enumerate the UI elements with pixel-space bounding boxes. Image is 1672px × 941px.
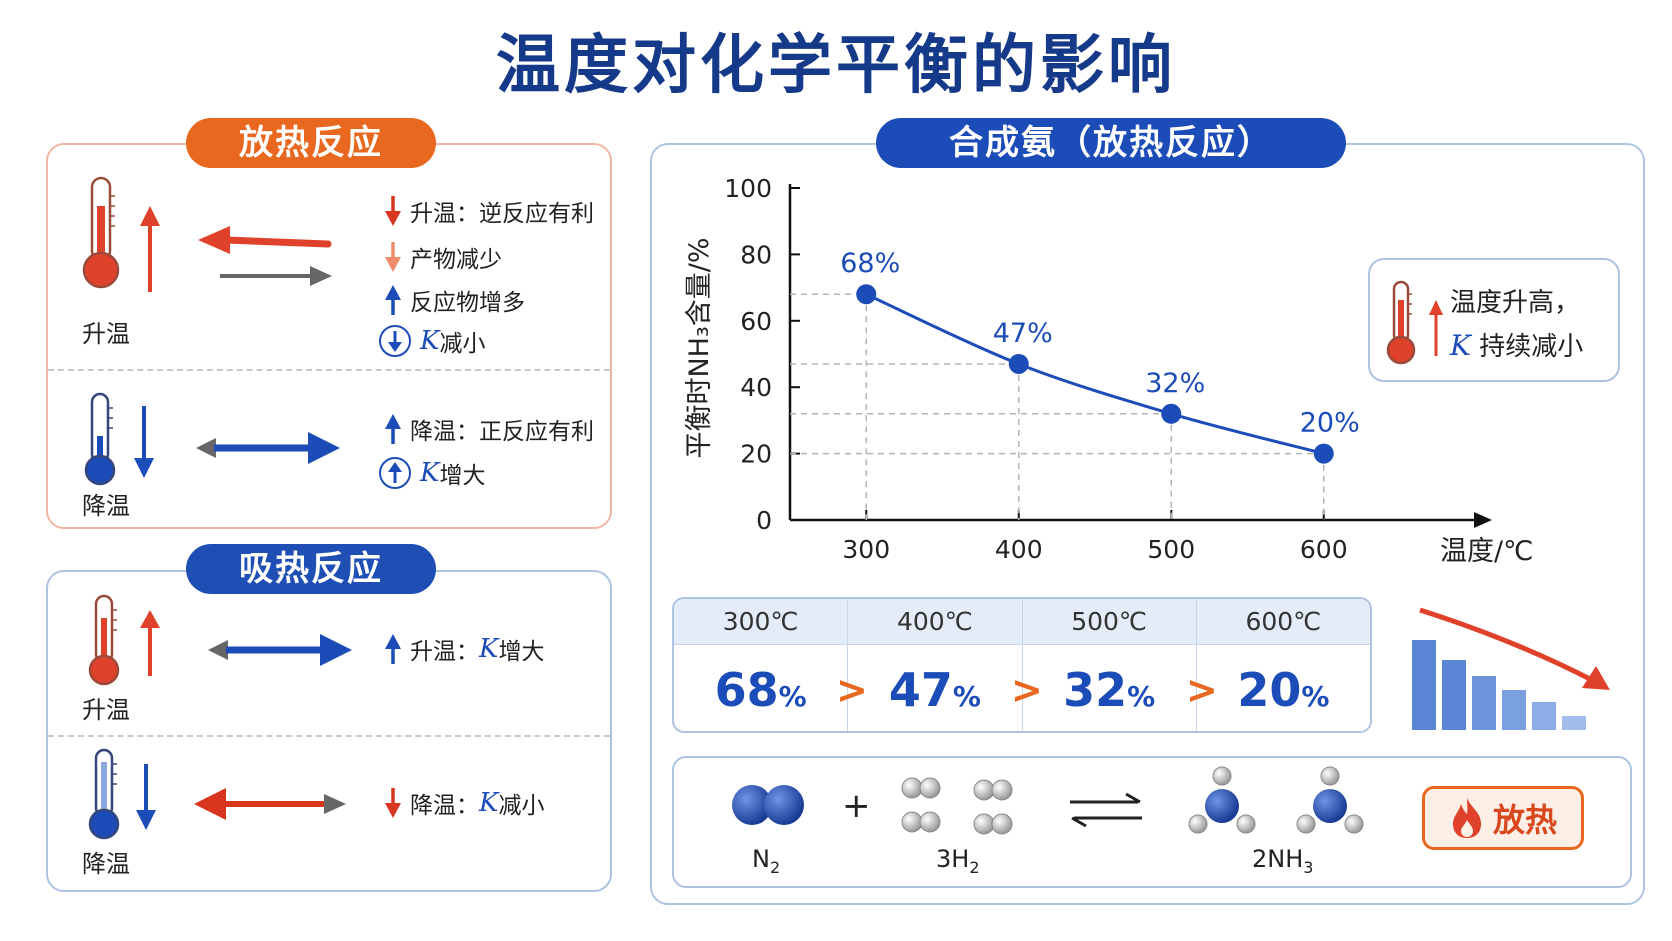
yield-table-header: 300℃ 400℃ 500℃ 600℃ (674, 599, 1370, 645)
flame-icon (1449, 796, 1485, 840)
callout-line-1: 温度升高， (1450, 282, 1580, 319)
table-unit: % (1127, 680, 1155, 713)
callout-line-2: K 持续减小 (1450, 326, 1583, 363)
y-tick-label: 100 (724, 174, 772, 203)
data-point (1009, 354, 1029, 374)
n2-formula: N2 (752, 845, 780, 877)
callout-line-2-text: 持续减小 (1479, 332, 1583, 362)
hot-thermometer-icon (1384, 280, 1424, 366)
data-point (1314, 444, 1334, 464)
table-header-cell: 600℃ (1197, 599, 1370, 644)
formula-base: 2NH (1252, 845, 1303, 873)
x-tick-label: 600 (1300, 535, 1348, 564)
data-label: 47% (993, 318, 1053, 349)
series-line (866, 294, 1324, 453)
hydrogen-molecules-icon (898, 776, 1016, 838)
table-value-cell: 68% (674, 645, 848, 733)
formula-subscript: 2 (969, 858, 979, 877)
y-tick-label: 0 (756, 506, 772, 535)
table-unit: % (1301, 680, 1329, 713)
data-label: 32% (1145, 368, 1205, 399)
x-tick-label: 500 (1147, 535, 1195, 564)
table-value-cell: 47% (848, 645, 1022, 733)
y-axis-label: 平衡时NH₃含量/% (684, 237, 715, 458)
table-header-cell: 400℃ (848, 599, 1022, 644)
x-axis-arrow (1474, 512, 1492, 528)
greater-than-sign: > (836, 645, 868, 733)
data-point (1161, 404, 1181, 424)
table-header-cell: 500℃ (1023, 599, 1197, 644)
table-value: 47 (889, 663, 953, 717)
data-label: 20% (1300, 408, 1360, 439)
nh3-formula: 2NH3 (1252, 845, 1313, 877)
nitrogen-molecule-icon (730, 780, 810, 830)
y-tick-label: 80 (740, 240, 772, 269)
exothermic-badge: 放热 (1422, 786, 1584, 850)
x-tick-label: 300 (842, 535, 890, 564)
table-value: 32 (1063, 663, 1127, 717)
table-unit: % (779, 680, 807, 713)
x-axis-label: 温度/℃ (1440, 536, 1533, 567)
y-tick-label: 40 (740, 373, 772, 402)
data-label: 68% (840, 248, 900, 279)
table-unit: % (953, 680, 981, 713)
y-tick-label: 60 (740, 307, 772, 336)
formula-base: 3H (936, 845, 969, 873)
yield-table: 300℃ 400℃ 500℃ 600℃ 68% 47% 32% 20% > > … (672, 597, 1372, 733)
k-symbol: K (1450, 329, 1471, 362)
trend-callout: 温度升高， K 持续减小 (1368, 258, 1620, 382)
exothermic-badge-text: 放热 (1493, 795, 1557, 841)
greater-than-sign: > (1011, 645, 1043, 733)
plus-sign: + (842, 786, 871, 826)
h2-formula: 3H2 (936, 845, 980, 877)
ammonia-molecules-icon (1186, 766, 1376, 842)
rise-arrow-icon (1428, 300, 1444, 356)
decreasing-bars-icon (1404, 604, 1624, 734)
greater-than-sign: > (1186, 645, 1218, 733)
formula-subscript: 3 (1303, 858, 1313, 877)
table-value: 20 (1237, 663, 1301, 717)
formula-base: N (752, 845, 770, 873)
formula-subscript: 2 (770, 858, 780, 877)
table-header-cell: 300℃ (674, 599, 848, 644)
data-point (856, 284, 876, 304)
table-value: 68 (715, 663, 779, 717)
table-value-cell: 32% (1023, 645, 1197, 733)
x-tick-label: 400 (995, 535, 1043, 564)
table-value-cell: 20% (1197, 645, 1370, 733)
y-tick-label: 20 (740, 440, 772, 469)
equilibrium-arrows-icon (1066, 792, 1146, 828)
